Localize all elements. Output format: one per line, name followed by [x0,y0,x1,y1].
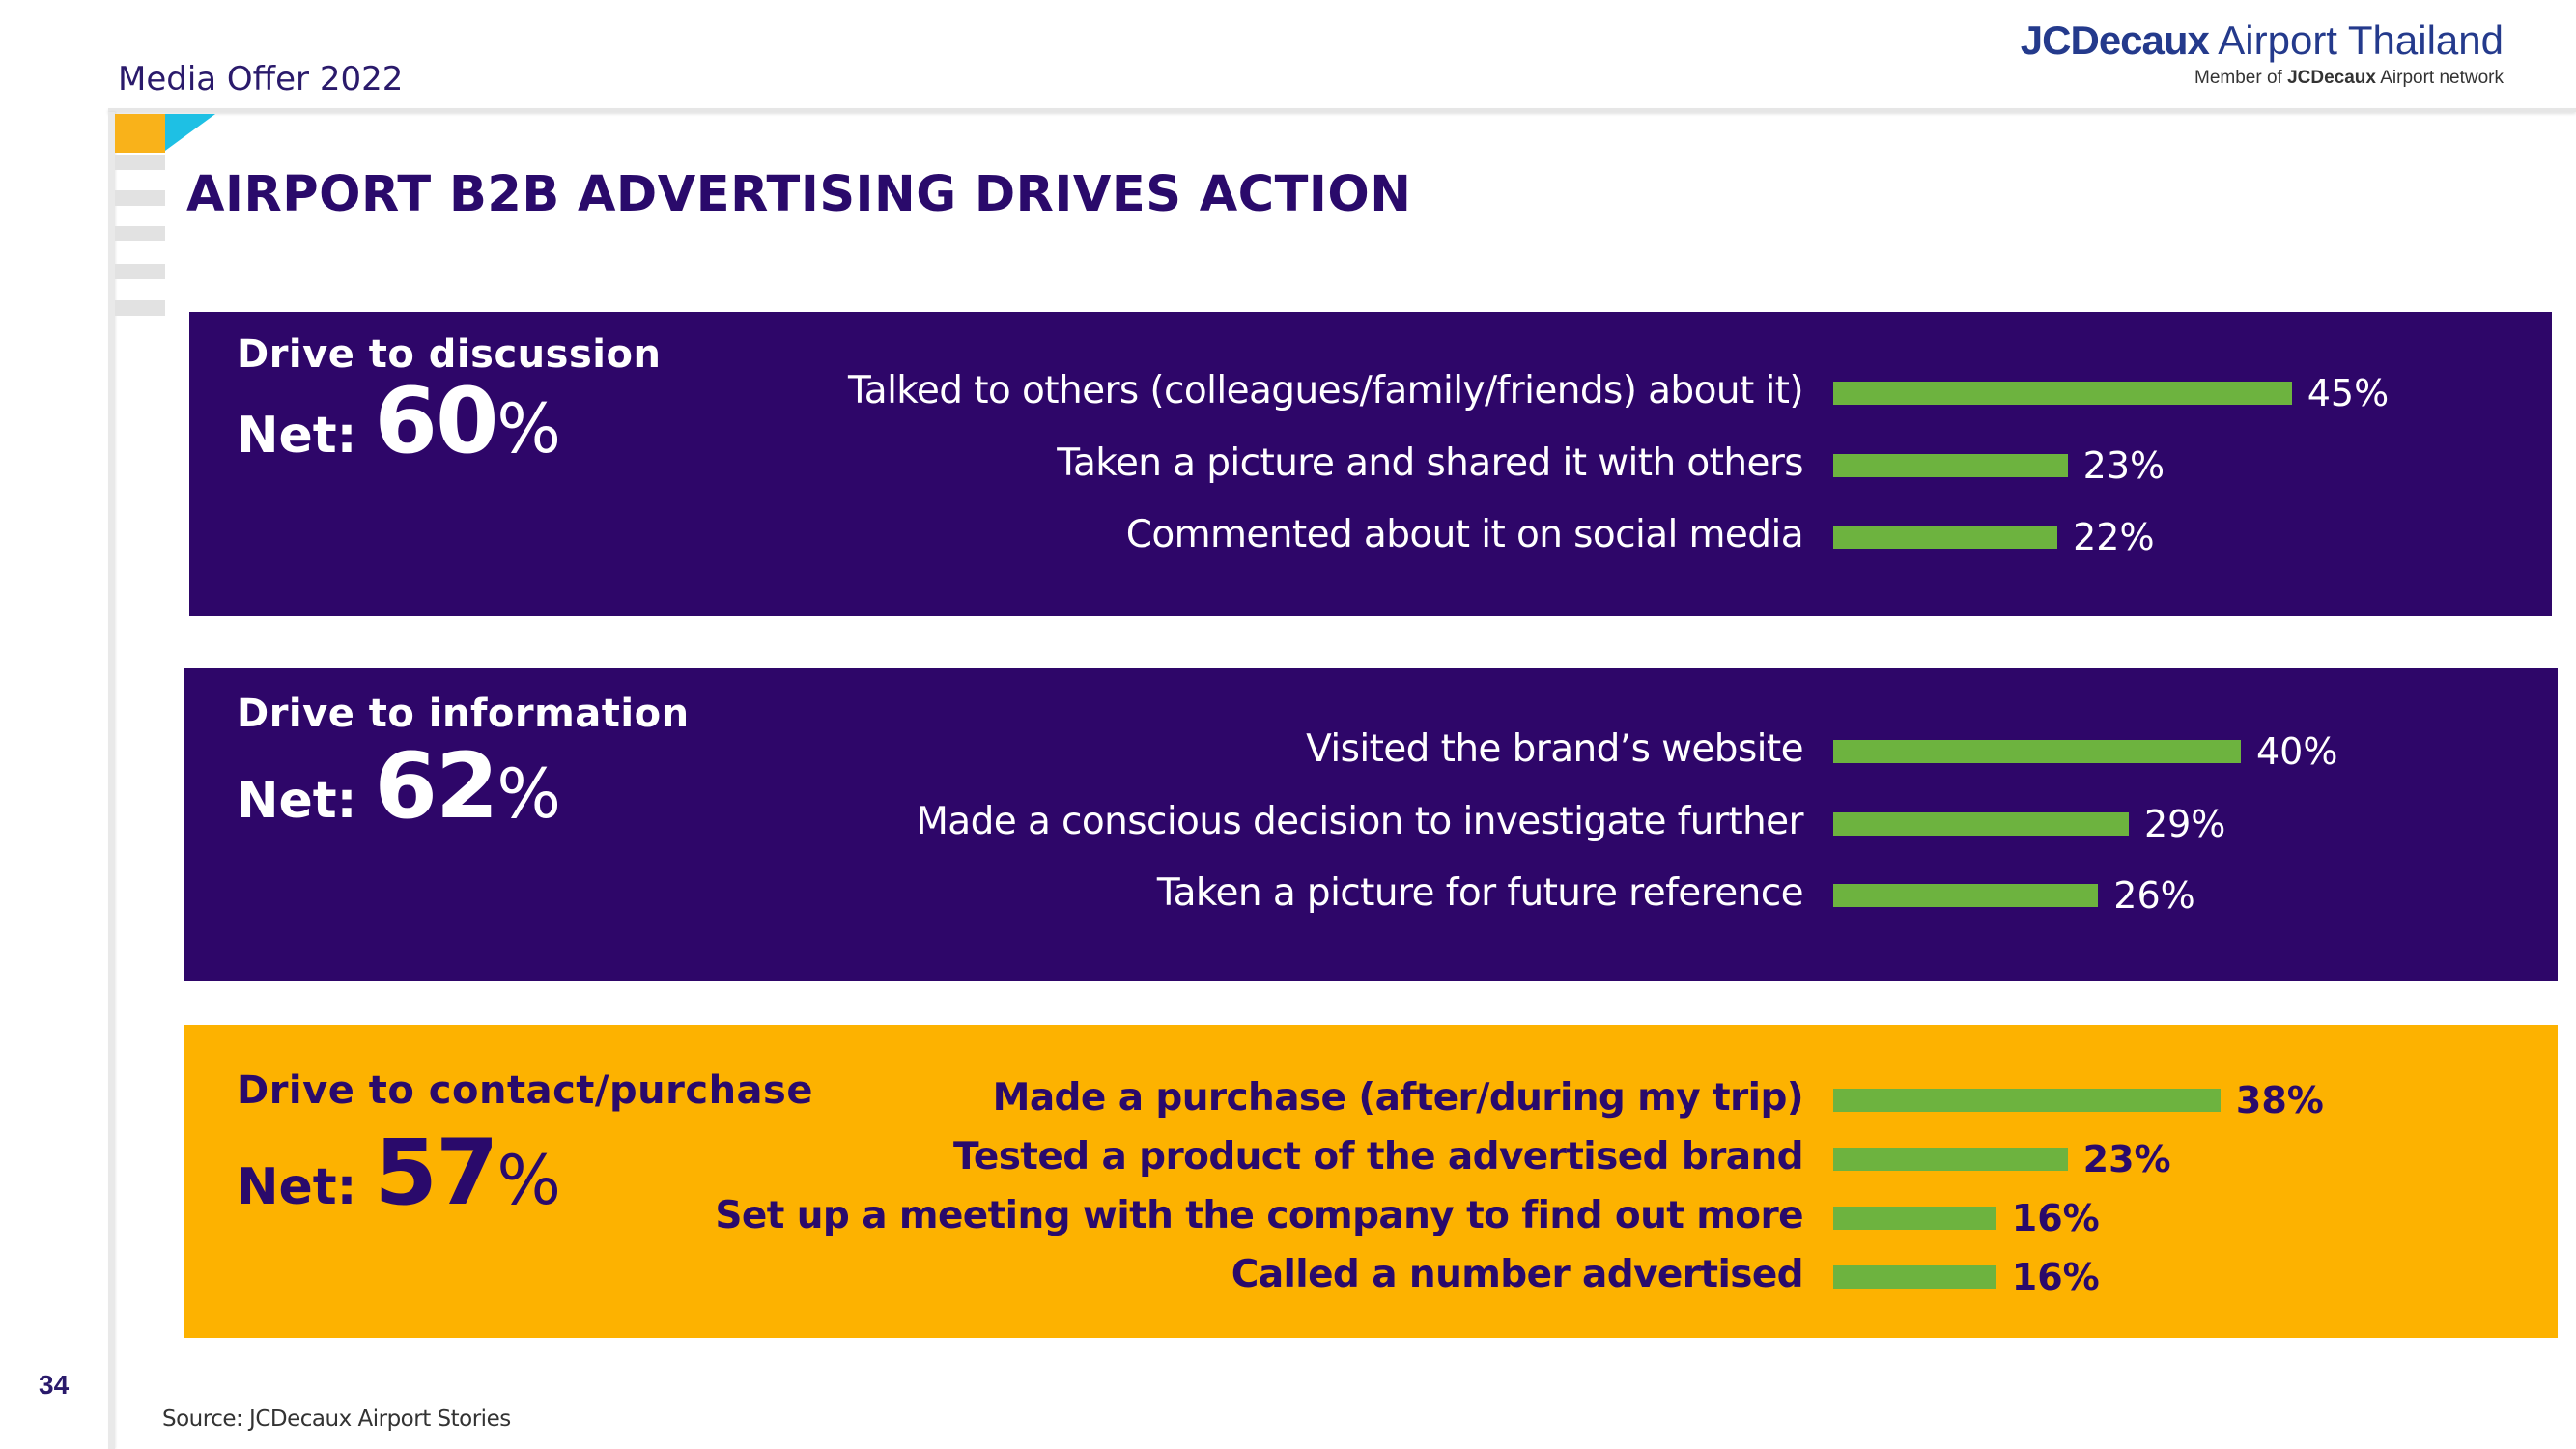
bar-value-label: 16% [2011,1256,2100,1298]
bar-value-label: 38% [2235,1079,2324,1122]
bar-category-label: Tested a product of the advertised brand [953,1135,1804,1179]
bar [1833,454,2068,477]
chart-title: Drive to discussion [237,332,662,377]
bar-value-label: 26% [2113,874,2195,917]
corner-accent-cyan [165,114,215,151]
left-divider [108,112,115,1449]
bar-value-label: 22% [2073,516,2155,558]
bar [1833,1148,2068,1171]
brand-logo: JCDecaux Airport Thailand Member of JCDe… [2021,17,2504,89]
chart-panel [184,1025,2558,1338]
bar-category-label: Taken a picture for future reference [1156,871,1804,915]
net-value: Net: 62% [237,742,561,833]
net-percent-sign: % [496,1141,561,1220]
decor-dash [115,264,165,279]
media-offer-label: Media Offer 2022 [118,60,404,99]
net-label: Net: [237,407,375,465]
bar-value-label: 23% [2082,444,2166,487]
brand-sub-prefix: Member of [2194,68,2282,88]
brand-name-light: Airport Thailand [2218,17,2504,63]
bar-value-label: 45% [2307,372,2390,414]
page-number: 34 [39,1370,70,1400]
brand-sub-suffix: Airport network [2380,68,2504,88]
header-divider [108,108,2576,112]
bar-category-label: Visited the brand’s website [1306,727,1803,771]
net-number: 60 [374,369,499,474]
bar-value-label: 40% [2256,730,2338,773]
decor-dash [115,155,165,170]
corner-accent-yellow [115,114,165,153]
chart-panel [189,312,2552,616]
decor-dash [115,300,165,316]
bar-category-label: Made a purchase (after/during my trip) [992,1076,1804,1120]
bar-category-label: Taken a picture and shared it with other… [1057,441,1803,485]
chart-title: Drive to information [237,692,690,736]
net-value: Net: 57% [237,1128,561,1219]
chart-panel [184,668,2558,981]
bar-category-label: Talked to others (colleagues/family/frie… [848,369,1804,412]
brand-sub-bold: JCDecaux [2287,68,2376,88]
net-number: 57 [374,1121,499,1226]
decor-dash [115,226,165,242]
net-value: Net: 60% [237,377,561,468]
bar [1833,526,2058,549]
bar-category-label: Made a conscious decision to investigate… [916,800,1803,843]
bar [1833,812,2129,836]
bar-category-label: Set up a meeting with the company to fin… [715,1194,1803,1237]
decor-dash [115,190,165,206]
bar [1833,1207,1996,1230]
bar-category-label: Called a number advertised [1231,1253,1804,1296]
net-number: 62 [374,734,499,839]
chart-title: Drive to contact/purchase [237,1068,813,1113]
net-label: Net: [237,1158,375,1216]
net-label: Net: [237,772,375,830]
bar [1833,1089,2221,1112]
net-percent-sign: % [496,754,561,834]
source-note: Source: JCDecaux Airport Stories [162,1406,511,1432]
bar [1833,740,2241,763]
bar-category-label: Commented about it on social media [1125,513,1804,556]
bar [1833,884,2099,907]
bar-value-label: 16% [2011,1197,2100,1239]
bar-value-label: 29% [2143,803,2226,845]
bar [1833,382,2292,405]
net-percent-sign: % [496,389,561,469]
bar [1833,1265,1996,1289]
page-title: AIRPORT B2B ADVERTISING DRIVES ACTION [186,166,1412,223]
bar-value-label: 23% [2082,1138,2171,1180]
brand-name-bold: JCDecaux [2020,17,2210,63]
